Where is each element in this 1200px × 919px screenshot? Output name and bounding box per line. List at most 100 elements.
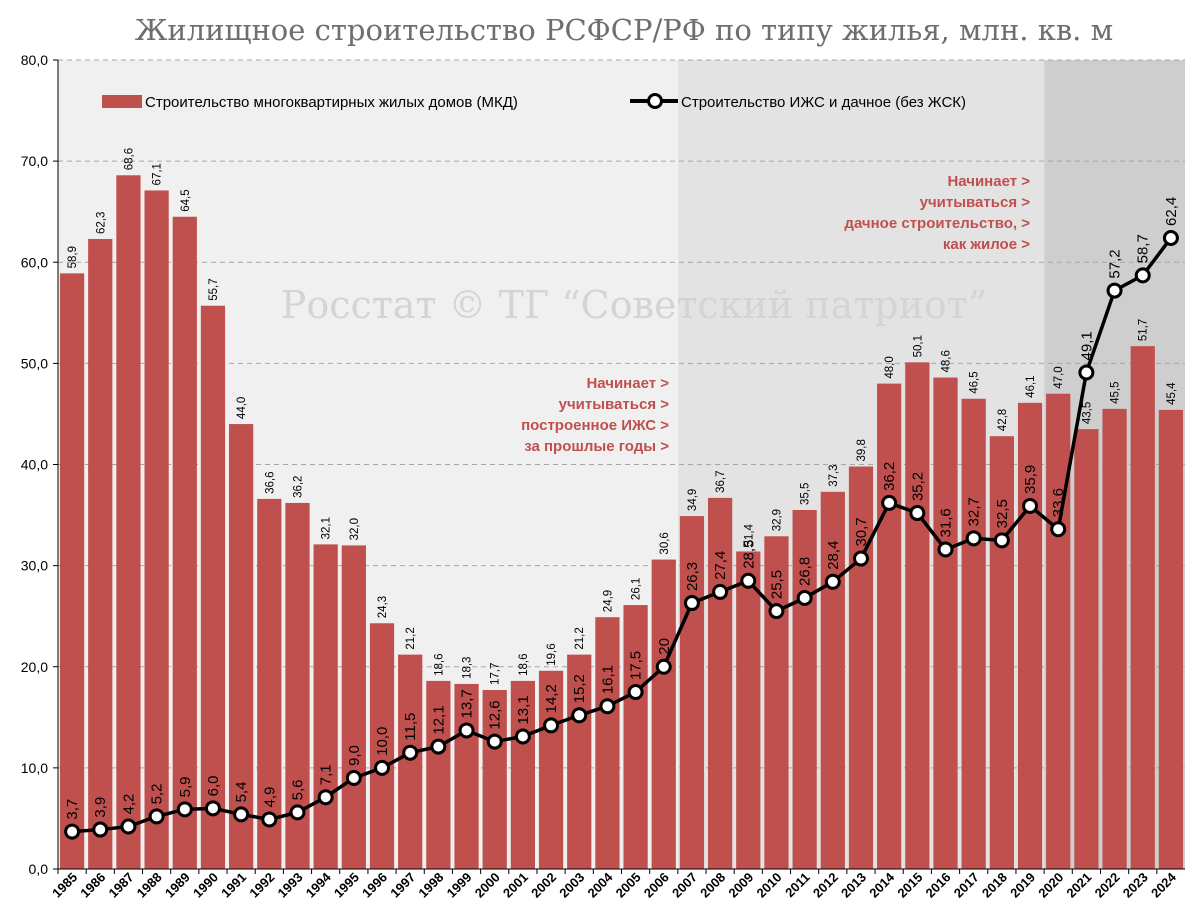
y-tick-label: 10,0 — [21, 760, 48, 776]
bar-label-2009: 31,4 — [743, 523, 755, 546]
point-1998 — [430, 738, 447, 755]
bar-label-1987: 68,6 — [123, 148, 135, 170]
bar-2005 — [623, 605, 648, 869]
point-2006 — [655, 658, 672, 675]
bar-label-2016: 48,6 — [941, 350, 953, 372]
point-2009 — [740, 572, 757, 589]
x-tick-label-2002: 2002 — [528, 870, 559, 901]
bar-2001 — [510, 680, 536, 869]
point-1996 — [374, 759, 391, 776]
point-2024 — [1162, 229, 1179, 246]
x-tick-label-2007: 2007 — [669, 870, 700, 901]
bar-label-2021: 43,5 — [1081, 402, 1093, 424]
point-label-2018: 32,5 — [994, 499, 1011, 528]
bar-label-2010: 32,9 — [771, 509, 783, 531]
bar-1994 — [313, 544, 338, 869]
bar-label-1996: 24,3 — [377, 596, 389, 618]
bar-2013 — [848, 466, 874, 869]
annotation-dacha-line-3: дачное строительство, > — [844, 215, 1030, 232]
bar-1990 — [200, 305, 226, 869]
x-tick-label-1997: 1997 — [387, 870, 418, 901]
point-2010 — [768, 603, 785, 620]
point-label-1998: 12,1 — [430, 705, 447, 734]
x-tick-label-2011: 2011 — [782, 870, 813, 901]
bar-2003 — [567, 654, 592, 869]
x-tick-label-2017: 2017 — [951, 870, 982, 901]
watermark: Росстат © ТГ “Советский патриот” — [281, 283, 988, 327]
point-label-2008: 27,4 — [712, 551, 729, 580]
annotation-dacha-line-2: учитываться > — [920, 194, 1031, 211]
x-tick-label-2009: 2009 — [725, 870, 756, 901]
bar-1985 — [59, 273, 85, 869]
bar-label-2023: 51,7 — [1138, 319, 1150, 341]
point-label-1992: 4,9 — [261, 787, 278, 808]
bar-label-2000: 17,7 — [490, 663, 502, 685]
point-2000 — [486, 733, 503, 750]
x-tick-label-2013: 2013 — [838, 870, 869, 901]
x-tick-label-2021: 2021 — [1063, 870, 1094, 901]
point-1989 — [176, 801, 193, 818]
point-label-2010: 25,5 — [768, 570, 785, 599]
x-tick-label-1993: 1993 — [275, 870, 306, 901]
x-tick-label-1987: 1987 — [106, 870, 137, 901]
bar-2010 — [764, 536, 789, 869]
annotation-izhs: Начинает > учитываться > построенное ИЖС… — [521, 375, 669, 455]
x-tick-label-2016: 2016 — [923, 870, 954, 901]
bar-label-2006: 30,6 — [659, 532, 671, 554]
point-label-1989: 5,9 — [177, 776, 194, 797]
bar-2020 — [1046, 393, 1071, 869]
point-2002 — [543, 717, 560, 734]
point-1985 — [64, 823, 81, 840]
annotation-dacha-line-4: как жилое > — [943, 236, 1030, 253]
bar-label-1992: 36,6 — [264, 471, 276, 493]
point-label-2000: 12,6 — [487, 700, 504, 729]
bar-2006 — [651, 559, 676, 869]
bar-series — [59, 175, 1184, 870]
point-label-1996: 10,0 — [374, 727, 391, 756]
bar-label-2003: 21,2 — [574, 627, 586, 649]
point-label-2022: 57,2 — [1107, 249, 1124, 278]
bar-1998 — [426, 680, 451, 869]
bar-label-1990: 55,7 — [208, 278, 220, 300]
bar-label-2018: 42,8 — [997, 409, 1009, 431]
point-2003 — [571, 707, 588, 724]
bar-2009 — [736, 551, 761, 869]
bar-label-2011: 35,5 — [800, 483, 812, 505]
point-label-1994: 7,1 — [318, 764, 335, 785]
point-2022 — [1106, 282, 1123, 299]
annotation-dacha: Начинает > учитываться > дачное строител… — [844, 173, 1030, 253]
x-tick-label-1999: 1999 — [444, 870, 475, 901]
chart-title: Жилищное строительство РСФСР/РФ по типу … — [135, 13, 1113, 47]
point-label-2003: 15,2 — [571, 674, 588, 703]
y-axis-ticks: 0,0 10,0 20,0 30,0 40,0 50,0 60,0 70,0 80,0 — [21, 52, 58, 877]
point-2011 — [796, 589, 813, 606]
point-1993 — [289, 804, 306, 821]
x-tick-label-2003: 2003 — [556, 870, 587, 901]
bar-2016 — [933, 377, 958, 869]
y-tick-label: 40,0 — [21, 457, 48, 473]
bar-1997 — [398, 654, 423, 869]
bar-label-2024: 45,4 — [1166, 382, 1178, 405]
point-label-2009: 28,5 — [740, 540, 757, 569]
point-label-1995: 9,0 — [346, 745, 363, 766]
x-tick-label-2019: 2019 — [1007, 870, 1038, 901]
x-tick-label-2015: 2015 — [894, 870, 925, 901]
bar-1989 — [172, 216, 197, 869]
point-2023 — [1134, 267, 1151, 284]
x-tick-label-1989: 1989 — [162, 870, 193, 901]
x-tick-label-1998: 1998 — [415, 870, 446, 901]
point-2014 — [881, 494, 898, 511]
point-label-1990: 6,0 — [205, 775, 222, 796]
x-tick-label-2018: 2018 — [979, 870, 1010, 901]
bar-label-1994: 32,1 — [321, 517, 333, 539]
annotation-izhs-line-2: учитываться > — [559, 396, 670, 413]
point-2004 — [599, 698, 616, 715]
point-label-2024: 62,4 — [1163, 197, 1180, 226]
bar-2023 — [1130, 346, 1155, 870]
line-labels: 3,7 3,9 4,2 5,2 5,9 6,0 5,4 4,9 5,6 7,1 9,0 10,0 11,… — [64, 197, 1180, 820]
point-1986 — [92, 821, 109, 838]
point-label-2014: 36,2 — [881, 462, 898, 491]
bar-1996 — [369, 623, 395, 869]
x-tick-label-2001: 2001 — [500, 870, 531, 901]
